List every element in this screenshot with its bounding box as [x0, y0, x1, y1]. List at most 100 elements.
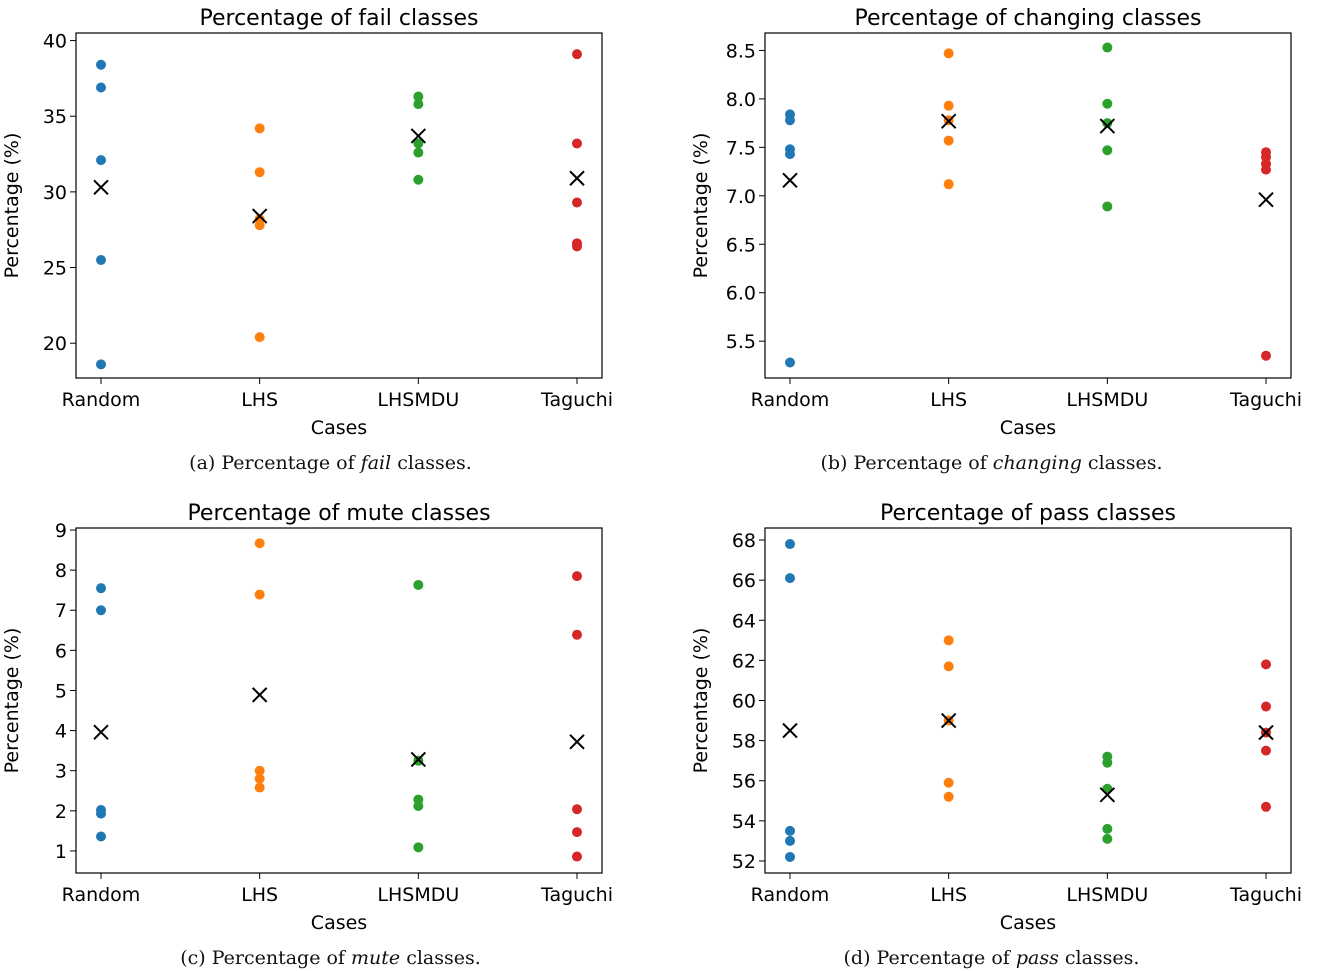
y-tick-label: 7	[55, 600, 67, 622]
chart-title: Percentage of pass classes	[880, 501, 1176, 526]
caption-pass: (d) Percentage of pass classes.	[661, 947, 1322, 969]
data-point	[944, 635, 954, 645]
data-point	[1102, 99, 1112, 109]
caption-prefix: (d) Percentage of	[844, 947, 1016, 969]
y-tick-label: 52	[732, 851, 756, 873]
caption-emph: changing	[993, 452, 1082, 474]
data-point	[944, 136, 954, 146]
plot-frame	[765, 33, 1291, 378]
y-axis-label: Percentage (%)	[1, 628, 23, 774]
x-axis-label: Cases	[311, 417, 367, 439]
data-point	[572, 241, 582, 251]
data-point	[572, 852, 582, 862]
data-point	[785, 357, 795, 367]
y-tick-label: 4	[55, 721, 67, 743]
y-tick-label: 62	[732, 650, 756, 672]
x-tick-label: Random	[751, 389, 830, 411]
y-tick-label: 68	[732, 530, 756, 552]
mean-marker	[94, 180, 108, 194]
y-tick-label: 66	[732, 570, 756, 592]
y-tick-label: 8	[55, 560, 67, 582]
data-point	[1261, 659, 1271, 669]
plot-frame	[765, 528, 1291, 873]
data-point	[413, 99, 423, 109]
y-axis-label: Percentage (%)	[690, 628, 712, 774]
data-point	[96, 60, 106, 70]
mean-marker	[570, 735, 584, 749]
panel-changing: Percentage of changing classes 5.5 6.0 6.5 7…	[661, 0, 1322, 440]
mean-marker	[783, 724, 797, 738]
x-tick-label: Taguchi	[540, 389, 613, 411]
x-tick-label: LHS	[241, 884, 278, 906]
y-axis-label: Percentage (%)	[690, 133, 712, 279]
data-point	[96, 82, 106, 92]
x-tick-label: Taguchi	[540, 884, 613, 906]
chart-title: Percentage of mute classes	[187, 501, 490, 526]
data-point	[1102, 824, 1112, 834]
data-point	[255, 774, 265, 784]
data-point	[944, 48, 954, 58]
x-tick-label: Random	[62, 884, 141, 906]
x-tick-label: Taguchi	[1229, 389, 1302, 411]
data-point	[944, 179, 954, 189]
caption-emph: mute	[351, 947, 400, 969]
data-point	[572, 571, 582, 581]
y-tick-label: 5.5	[726, 331, 756, 353]
y-tick-label: 56	[732, 771, 756, 793]
data-point	[572, 197, 582, 207]
data-point	[944, 778, 954, 788]
x-tick-label: LHSMDU	[1066, 389, 1148, 411]
x-tick-label: Random	[751, 884, 830, 906]
data-point	[944, 792, 954, 802]
data-point	[1261, 802, 1271, 812]
data-point	[572, 804, 582, 814]
y-axis-label: Percentage (%)	[1, 133, 23, 279]
y-tick-label: 8.0	[726, 89, 756, 111]
x-tick-label: Random	[62, 389, 141, 411]
y-tick-label: 35	[43, 106, 67, 128]
mean-marker	[94, 725, 108, 739]
caption-suffix: classes.	[1082, 452, 1163, 474]
y-tick-label: 1	[55, 841, 67, 863]
data-point	[413, 842, 423, 852]
y-tick-label: 5	[55, 680, 67, 702]
data-point	[1261, 165, 1271, 175]
y-tick-label: 54	[732, 811, 756, 833]
caption-changing: (b) Percentage of changing classes.	[661, 452, 1322, 474]
caption-fail: (a) Percentage of fail classes.	[0, 452, 661, 474]
mean-marker	[1259, 193, 1273, 207]
x-tick-label: LHSMDU	[377, 389, 459, 411]
data-point	[1102, 201, 1112, 211]
data-point	[1102, 145, 1112, 155]
data-point	[1261, 702, 1271, 712]
y-tick-label: 6.5	[726, 234, 756, 256]
y-tick-label: 6.0	[726, 283, 756, 305]
y-tick-label: 7.0	[726, 186, 756, 208]
y-tick-label: 20	[43, 333, 67, 355]
y-tick-label: 25	[43, 258, 67, 280]
mean-marker	[570, 171, 584, 185]
x-tick-label: LHS	[241, 389, 278, 411]
y-tick-label: 6	[55, 640, 67, 662]
data-point	[96, 359, 106, 369]
data-point	[255, 538, 265, 548]
y-tick-label: 60	[732, 691, 756, 713]
data-point	[572, 49, 582, 59]
data-point	[785, 115, 795, 125]
x-tick-label: LHSMDU	[1066, 884, 1148, 906]
plot-frame	[76, 528, 602, 873]
y-tick-label: 8.5	[726, 40, 756, 62]
chart-title: Percentage of fail classes	[199, 6, 478, 31]
data-point	[785, 539, 795, 549]
x-axis-label: Cases	[1000, 912, 1056, 934]
data-point	[572, 138, 582, 148]
chart-title: Percentage of changing classes	[854, 6, 1201, 31]
chart-pass: Percentage of pass classes52545658606264…	[661, 495, 1322, 935]
x-tick-label: LHS	[930, 884, 967, 906]
panel-pass: Percentage of pass classes 52 54 56 58 60 62 64…	[661, 495, 1322, 935]
data-point	[1102, 43, 1112, 53]
data-point	[785, 149, 795, 159]
data-point	[785, 573, 795, 583]
data-point	[255, 220, 265, 230]
caption-suffix: classes.	[1059, 947, 1140, 969]
